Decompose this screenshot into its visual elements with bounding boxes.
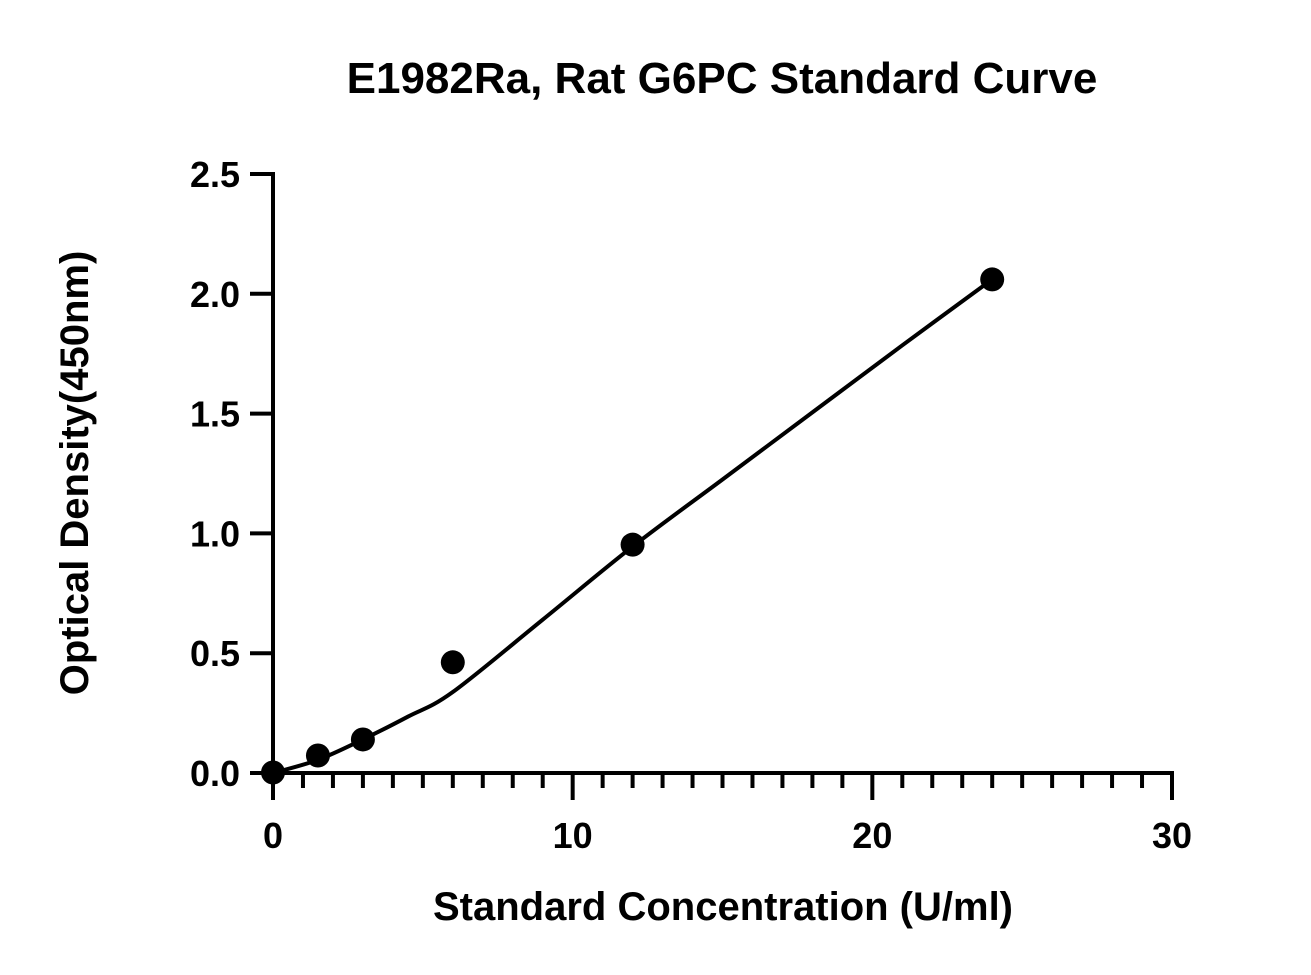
x-tick-label: 10 [553, 815, 593, 856]
data-point [305, 743, 330, 768]
fit-curve-line [272, 277, 994, 775]
y-tick-label: 0.5 [190, 633, 240, 674]
x-tick-label: 20 [852, 815, 892, 856]
data-point [440, 650, 465, 675]
data-point [620, 532, 645, 557]
data-point [980, 267, 1005, 292]
chart-title: E1982Ra, Rat G6PC Standard Curve [347, 54, 1098, 103]
y-tick-label: 1.0 [190, 513, 240, 554]
y-axis-title: Optical Density(450nm) [53, 251, 97, 696]
x-tick-label: 30 [1152, 815, 1192, 856]
y-tick-label: 0.0 [190, 753, 240, 794]
y-axis-ticks: 0.0 0.5 1.0 1.5 2.0 2.5 [190, 154, 273, 794]
data-point [261, 760, 285, 785]
x-axis-title: Standard Concentration (U/ml) [433, 885, 1013, 929]
y-tick-label: 2.5 [190, 154, 240, 195]
data-points [261, 267, 1005, 785]
y-tick-label: 1.5 [190, 394, 240, 435]
x-tick-label: 0 [263, 815, 283, 856]
x-axis-ticks: 0 10 20 30 [263, 773, 1192, 856]
data-point [350, 727, 375, 752]
y-tick-label: 2.0 [190, 274, 240, 315]
